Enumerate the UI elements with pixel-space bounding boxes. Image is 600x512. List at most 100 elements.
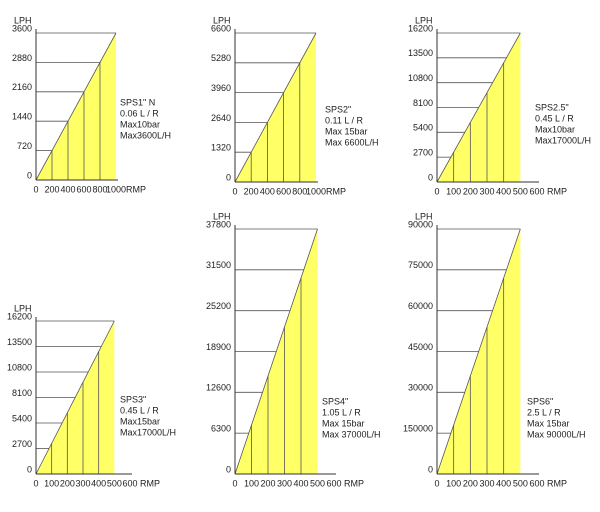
annotation: Max3600L/H: [120, 130, 171, 140]
x-axis-label: RMP: [140, 478, 160, 488]
y-tick-label: 13500: [7, 337, 32, 347]
annotation: Max17000L/H: [535, 135, 591, 145]
y-tick-label: 8100: [413, 98, 433, 108]
x-tick-label: 600: [326, 478, 341, 488]
y-tick-label: 10800: [408, 73, 433, 83]
x-axis-label: RMP: [344, 478, 364, 488]
x-tick-label: 600: [276, 186, 291, 196]
x-tick-label: 0: [232, 478, 237, 488]
area-line: [436, 228, 521, 475]
y-tick-label: 0: [27, 464, 32, 474]
y-tick-label: 2880: [12, 53, 32, 63]
x-tick-label: 100: [244, 478, 259, 488]
y-axis-label: LPH: [14, 15, 32, 25]
area-line: [234, 228, 318, 475]
y-tick-label: 3960: [211, 83, 231, 93]
x-tick-label: 600: [529, 478, 544, 488]
area-line: [436, 32, 521, 183]
y-tick-label: 0: [27, 170, 32, 180]
y-tick-label: 0: [226, 464, 231, 474]
y-tick-label: 10800: [7, 362, 32, 372]
annotation: SPS4": [322, 396, 348, 406]
annotation: Max 15bar: [325, 126, 368, 136]
y-axis-label: LPH: [213, 15, 231, 25]
y-tick-label: 37800: [206, 219, 231, 229]
x-tick-label: 200: [44, 184, 59, 194]
annotation: Max15bar: [120, 416, 160, 426]
annotation: 0.06 L / R: [120, 108, 159, 118]
area-line: [234, 32, 317, 183]
y-tick-label: 75000: [408, 260, 433, 270]
x-tick-label: 100: [44, 478, 59, 488]
y-tick-label: 2160: [12, 82, 32, 92]
x-tick-label: 500: [513, 186, 528, 196]
x-tick-label: 0: [33, 184, 38, 194]
x-tick-label: 200: [463, 186, 478, 196]
x-tick-label: 500: [310, 478, 325, 488]
annotation: Max 37000L/H: [322, 429, 381, 439]
x-tick-label: 400: [260, 186, 275, 196]
y-tick-label: 90000: [408, 219, 433, 229]
x-tick-label: 100: [446, 478, 461, 488]
y-tick-label: 2700: [413, 148, 433, 158]
y-tick-label: 720: [17, 141, 32, 151]
y-tick-label: 5280: [211, 53, 231, 63]
y-tick-label: 150000: [403, 424, 433, 434]
annotation: Max10bar: [535, 124, 575, 134]
y-tick-label: 2640: [211, 113, 231, 123]
x-tick-label: 300: [479, 186, 494, 196]
annotation: 1.05 L / R: [322, 407, 361, 417]
x-tick-label: 400: [91, 478, 106, 488]
y-tick-label: 8100: [12, 388, 32, 398]
x-tick-label: 200: [260, 478, 275, 488]
y-tick-label: 18900: [206, 342, 231, 352]
y-tick-label: 0: [428, 464, 433, 474]
area-line: [35, 32, 117, 181]
y-axis-label: LPH: [415, 15, 433, 25]
y-tick-label: 2700: [12, 439, 32, 449]
y-axis-label: LPH: [415, 211, 433, 221]
annotation: Max 15bar: [527, 418, 570, 428]
annotation: SPS2": [325, 104, 351, 114]
annotation: SPS1" N: [120, 97, 155, 107]
x-axis-label: RMP: [547, 186, 567, 196]
y-tick-label: 0: [428, 172, 433, 182]
y-axis-label: LPH: [213, 211, 231, 221]
x-axis-label: RMP: [126, 184, 146, 194]
y-tick-label: 5400: [413, 123, 433, 133]
y-tick-label: 16200: [408, 23, 433, 33]
y-tick-label: 12600: [206, 383, 231, 393]
x-tick-label: 400: [496, 186, 511, 196]
x-tick-label: 1000: [306, 186, 326, 196]
x-tick-label: 800: [92, 184, 107, 194]
y-tick-label: 0: [226, 172, 231, 182]
x-tick-label: 400: [60, 184, 75, 194]
x-tick-label: 100: [446, 186, 461, 196]
x-tick-label: 300: [479, 478, 494, 488]
annotation: SPS2.5": [535, 102, 569, 112]
y-tick-label: 16200: [7, 311, 32, 321]
x-tick-label: 1000: [106, 184, 126, 194]
x-axis-label: RMP: [547, 478, 567, 488]
x-tick-label: 300: [277, 478, 292, 488]
annotation: SPS3": [120, 394, 146, 404]
x-tick-label: 200: [463, 478, 478, 488]
x-tick-label: 200: [60, 478, 75, 488]
annotation: Max 90000L/H: [527, 429, 586, 439]
y-tick-label: 30000: [408, 383, 433, 393]
annotation: 0.11 L / R: [325, 115, 364, 125]
y-tick-label: 6600: [211, 23, 231, 33]
x-axis-label: RMP: [326, 186, 346, 196]
y-tick-label: 13500: [408, 48, 433, 58]
y-tick-label: 45000: [408, 342, 433, 352]
x-tick-label: 0: [434, 186, 439, 196]
x-tick-label: 0: [434, 478, 439, 488]
annotation: 0.45 L / R: [120, 405, 159, 415]
x-tick-label: 0: [232, 186, 237, 196]
y-tick-label: 60000: [408, 301, 433, 311]
x-tick-label: 600: [529, 186, 544, 196]
y-tick-label: 5400: [12, 413, 32, 423]
y-tick-label: 25200: [206, 301, 231, 311]
x-tick-label: 600: [76, 184, 91, 194]
y-tick-label: 1440: [12, 112, 32, 122]
